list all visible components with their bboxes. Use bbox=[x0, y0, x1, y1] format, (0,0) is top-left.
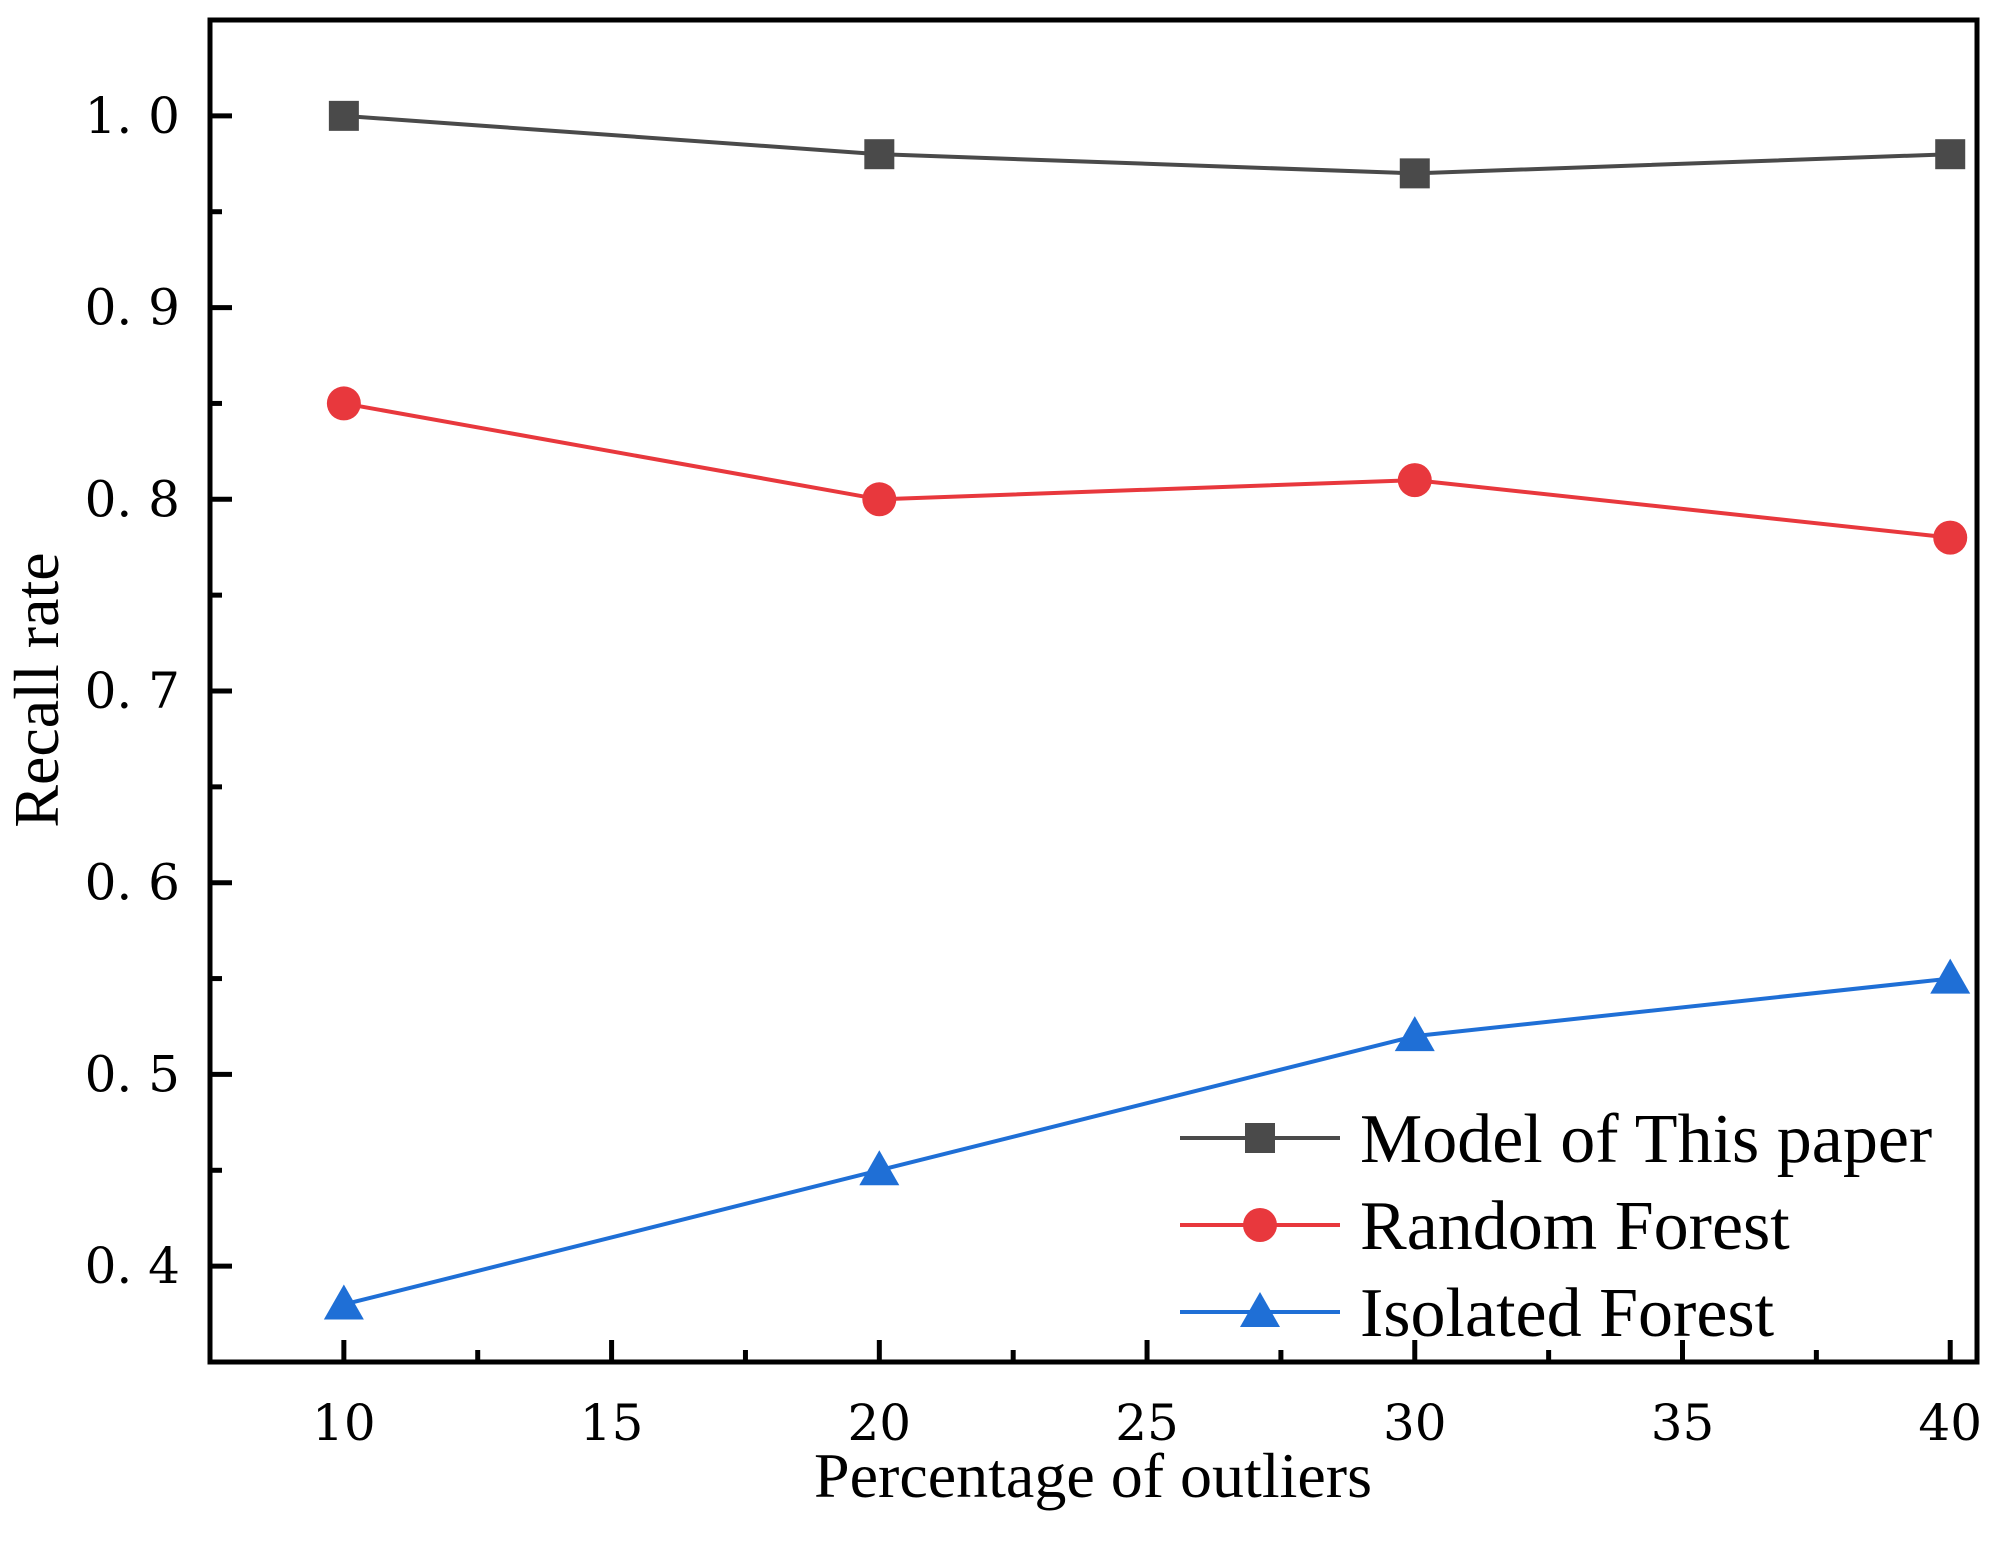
data-point bbox=[859, 1150, 900, 1186]
y-axis-ticks: 0. 4 0. 5 0. 6 0. 7 0. 8 0. 9 1. 0 bbox=[85, 87, 232, 1365]
data-point bbox=[1935, 139, 1966, 170]
x-tick-label: 35 bbox=[1651, 1394, 1715, 1452]
legend-label: Random Forest bbox=[1360, 1188, 1790, 1265]
data-point bbox=[326, 386, 361, 421]
legend-marker bbox=[1240, 1292, 1280, 1327]
data-point bbox=[1397, 463, 1432, 498]
y-tick-label: 0. 4 bbox=[85, 1237, 180, 1295]
series-line bbox=[343, 976, 1951, 1307]
x-tick-label: 15 bbox=[580, 1394, 644, 1452]
y-tick-label: 0. 5 bbox=[85, 1045, 180, 1103]
x-tick-label: 10 bbox=[312, 1394, 376, 1452]
legend-entry: Model of This paper bbox=[1180, 1101, 1932, 1178]
y-tick-label: 0. 7 bbox=[85, 662, 180, 720]
data-point bbox=[328, 100, 359, 131]
data-point bbox=[1933, 520, 1968, 555]
data-point bbox=[1394, 1016, 1435, 1052]
legend-entry: Isolated Forest bbox=[1180, 1275, 1775, 1352]
series-layer bbox=[323, 100, 1971, 1320]
data-point bbox=[323, 1284, 364, 1320]
series-line bbox=[343, 401, 1951, 540]
x-tick-label: 30 bbox=[1383, 1394, 1447, 1452]
legend-label: Isolated Forest bbox=[1360, 1275, 1775, 1352]
legend-marker bbox=[1243, 1208, 1277, 1242]
x-axis-ticks: 10 15 20 25 30 35 40 bbox=[312, 1340, 1982, 1452]
data-point bbox=[1930, 958, 1971, 994]
legend-entry: Random Forest bbox=[1180, 1188, 1790, 1265]
series-triangle bbox=[323, 958, 1971, 1320]
y-tick-label: 0. 9 bbox=[85, 279, 180, 337]
x-tick-label: 20 bbox=[848, 1394, 912, 1452]
legend-label: Model of This paper bbox=[1360, 1101, 1932, 1178]
data-point bbox=[864, 139, 895, 170]
y-tick-label: 0. 6 bbox=[85, 854, 180, 912]
y-tick-label: 1. 0 bbox=[85, 87, 180, 145]
data-point bbox=[862, 482, 897, 517]
x-tick-label: 40 bbox=[1918, 1394, 1982, 1452]
legend-marker bbox=[1245, 1123, 1275, 1153]
y-axis-title: Recall rate bbox=[1, 552, 72, 827]
series-line bbox=[343, 113, 1951, 176]
legend: Model of This paper Random Forest Isolated… bbox=[1180, 1101, 1932, 1352]
series-square bbox=[328, 100, 1966, 189]
y-tick-label: 0. 8 bbox=[85, 470, 180, 528]
data-point bbox=[1399, 158, 1430, 189]
x-tick-label: 25 bbox=[1115, 1394, 1179, 1452]
series-circle bbox=[326, 386, 1968, 555]
x-axis-title: Percentage of outliers bbox=[814, 1440, 1372, 1511]
